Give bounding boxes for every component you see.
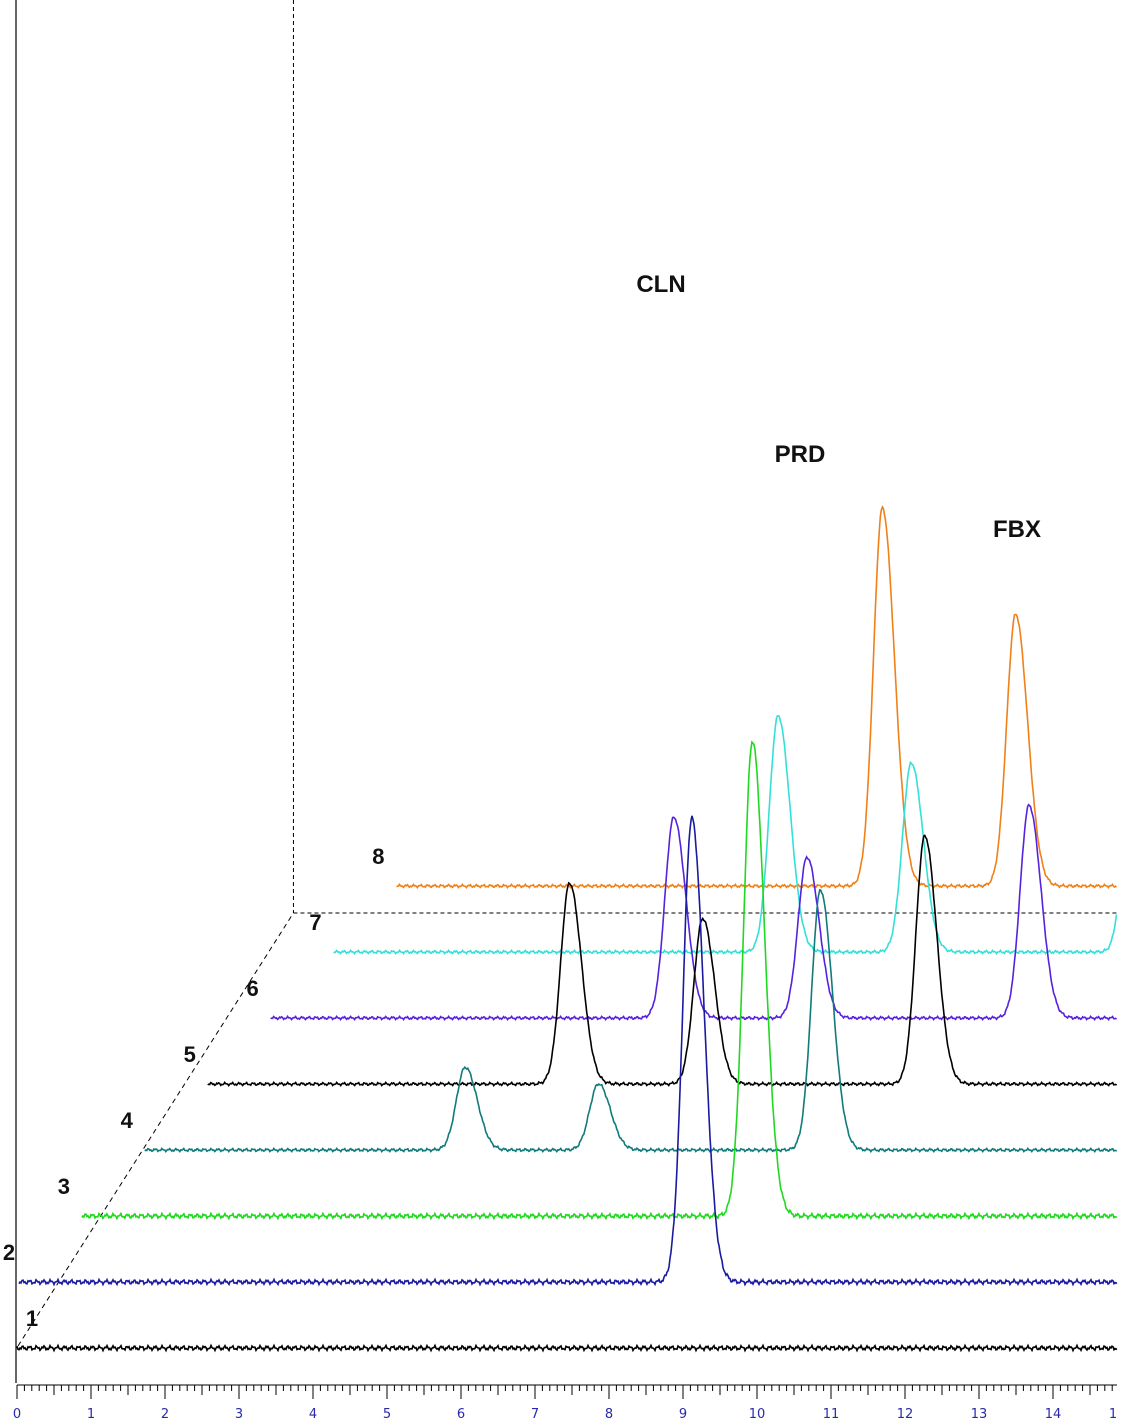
trace-8-line (396, 505, 1117, 890)
trace-6-label: 6 (246, 976, 258, 1001)
x-tick-label: 5 (383, 1407, 391, 1422)
x-tick-label: 12 (897, 1407, 914, 1422)
peak-label-prd: PRD (775, 441, 826, 468)
trace-1-line (16, 1343, 1118, 1353)
traces-group (16, 505, 1118, 1353)
x-tick-label: 9 (679, 1407, 687, 1422)
trace-2-label: 2 (3, 1240, 15, 1265)
trace-6-line (270, 803, 1118, 1022)
x-tick-label: 14 (1045, 1407, 1062, 1422)
trace-4-line (144, 888, 1117, 1154)
trace-3-line (81, 740, 1117, 1221)
x-tick-label: 7 (531, 1407, 539, 1422)
trace-7-label: 7 (309, 910, 321, 935)
peak-label-fbx: FBX (993, 516, 1041, 543)
trace-2-line (18, 815, 1118, 1287)
x-tick-label: 10 (749, 1407, 766, 1422)
x-tick-label: 3 (235, 1407, 243, 1422)
axes-frame (15, 0, 1117, 1383)
trace-labels-group: 8 7 6 5 4 3 2 1 (3, 844, 385, 1331)
depth-axis-line (17, 912, 294, 1347)
x-tick-label: 13 (971, 1407, 988, 1422)
trace-5-line (207, 834, 1118, 1088)
trace-7-line (333, 715, 1118, 956)
x-tick-label: 2 (161, 1407, 169, 1422)
x-tick-label: 4 (309, 1407, 317, 1422)
x-tick-label: 1 (1109, 1407, 1117, 1422)
trace-3-label: 3 (58, 1174, 70, 1199)
trace-8-label: 8 (372, 844, 384, 869)
x-tick-label: 1 (87, 1407, 95, 1422)
trace-5-label: 5 (184, 1042, 196, 1067)
peak-labels-group: CLN PRD FBX (636, 271, 1041, 543)
x-axis: 0 1 2 3 4 5 6 7 8 9 10 11 12 13 14 1 (13, 1384, 1117, 1422)
x-tick-label: 6 (457, 1407, 465, 1422)
trace-4-label: 4 (121, 1108, 134, 1133)
x-tick-label: 8 (605, 1407, 613, 1422)
x-tick-label: 11 (823, 1407, 840, 1422)
trace-1-label: 1 (26, 1306, 38, 1331)
x-tick-label: 0 (13, 1407, 21, 1422)
peak-label-cln: CLN (636, 271, 685, 298)
